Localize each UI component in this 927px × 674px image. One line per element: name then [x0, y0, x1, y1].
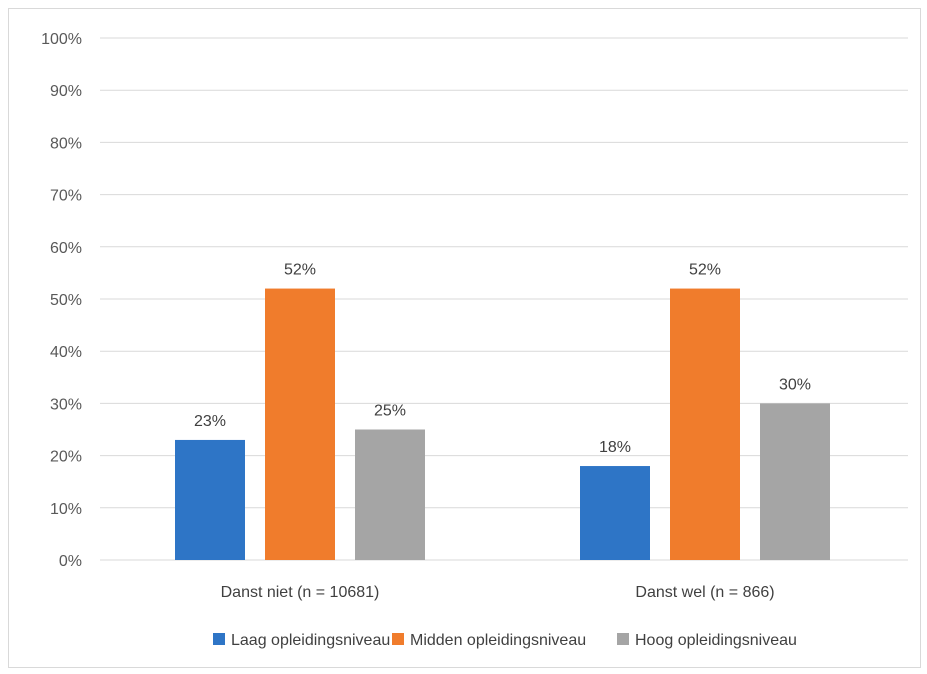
bar — [265, 288, 335, 560]
legend-swatch — [392, 633, 404, 645]
x-axis-categories: Danst niet (n = 10681) Danst wel (n = 866… — [221, 584, 775, 601]
data-label: 52% — [284, 262, 316, 279]
bar — [355, 429, 425, 560]
legend-label: Hoog opleidingsniveau — [635, 632, 797, 649]
bar — [670, 288, 740, 560]
x-category-label: Danst niet (n = 10681) — [221, 584, 380, 601]
y-tick-label: 40% — [50, 344, 82, 361]
y-tick-label: 0% — [59, 553, 82, 570]
y-tick-label: 60% — [50, 240, 82, 257]
y-tick-label: 80% — [50, 135, 82, 152]
x-category-label: Danst wel (n = 866) — [635, 584, 774, 601]
legend: Laag opleidingsniveau Midden opleidingsni… — [213, 632, 797, 649]
bars — [175, 288, 830, 560]
data-label: 30% — [779, 376, 811, 393]
bar — [175, 439, 245, 560]
data-label: 52% — [689, 262, 721, 279]
y-tick-label: 20% — [50, 449, 82, 466]
y-tick-label: 70% — [50, 188, 82, 205]
y-tick-label: 90% — [50, 83, 82, 100]
data-label: 23% — [194, 413, 226, 430]
y-tick-label: 50% — [50, 292, 82, 309]
bar — [760, 403, 830, 560]
legend-label: Midden opleidingsniveau — [410, 632, 586, 649]
data-label: 25% — [374, 403, 406, 420]
y-tick-label: 100% — [41, 31, 82, 48]
y-tick-label: 30% — [50, 396, 82, 413]
bar — [580, 466, 650, 560]
y-axis-ticks: 0% 10% 20% 30% 40% 50% 60% 70% 80% 90% 100% — [41, 31, 82, 570]
legend-swatch — [213, 633, 225, 645]
data-labels: 23% 52% 25% 18% 52% 30% — [194, 262, 811, 456]
legend-label: Laag opleidingsniveau — [231, 632, 390, 649]
legend-swatch — [617, 633, 629, 645]
y-tick-label: 10% — [50, 501, 82, 518]
data-label: 18% — [599, 439, 631, 456]
chart-frame — [8, 8, 921, 668]
